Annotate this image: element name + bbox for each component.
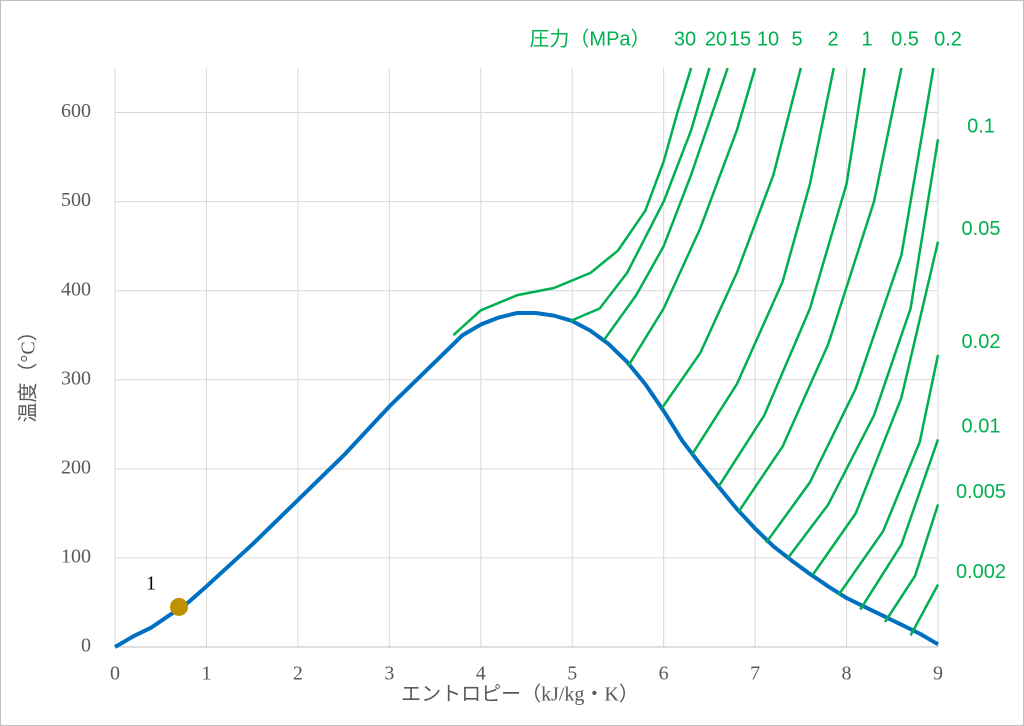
- x-tick-label: 7: [750, 663, 760, 685]
- series-line: [765, 67, 935, 544]
- series-label: 15: [729, 28, 751, 50]
- y-tick-label: 100: [61, 546, 91, 568]
- series-label: 0.02: [962, 331, 1001, 353]
- x-tick-label: 1: [201, 663, 211, 685]
- series-line: [811, 241, 940, 576]
- series-label: 0.5: [891, 28, 919, 50]
- series-label: 5: [791, 28, 802, 50]
- x-tick-label: 5: [567, 663, 577, 685]
- series-line: [717, 67, 867, 488]
- x-tick-label: 0: [110, 663, 120, 685]
- series-line: [859, 439, 940, 611]
- series-line: [452, 67, 693, 337]
- series-label: 0.2: [934, 28, 962, 50]
- x-tick-label: 9: [933, 663, 943, 685]
- point-label: 1: [146, 573, 156, 595]
- x-tick-label: 6: [659, 663, 669, 685]
- series-line: [690, 67, 835, 456]
- series-label: 0.002: [956, 561, 1006, 583]
- series-line: [603, 67, 729, 341]
- series-label: 0.01: [962, 416, 1001, 438]
- series-line: [837, 354, 940, 597]
- series-line: [626, 67, 757, 368]
- series-label: 30: [674, 28, 696, 50]
- series-label: 10: [757, 28, 779, 50]
- y-axis-title: 温度（°C）: [17, 321, 40, 422]
- series-line: [569, 67, 711, 323]
- series-label: 1: [861, 28, 872, 50]
- y-tick-label: 0: [81, 635, 91, 657]
- series-line: [909, 584, 940, 637]
- series-label: 0.05: [962, 218, 1001, 240]
- y-tick-label: 300: [61, 367, 91, 389]
- x-tick-label: 2: [293, 663, 303, 685]
- y-tick-label: 600: [61, 100, 91, 122]
- series-line: [883, 504, 940, 623]
- series-line: [737, 67, 903, 513]
- series-label: 0.005: [956, 481, 1006, 503]
- x-tick-label: 3: [384, 663, 394, 685]
- series-label: 2: [827, 28, 838, 50]
- series-label: 0.1: [967, 116, 995, 138]
- x-axis-title: エントロピー（kJ/kg・K）: [401, 683, 639, 706]
- y-tick-label: 200: [61, 456, 91, 478]
- series-label: 20: [705, 28, 727, 50]
- series-line: [113, 310, 940, 649]
- x-tick-label: 8: [842, 663, 852, 685]
- series-line: [787, 139, 940, 559]
- y-tick-label: 500: [61, 189, 91, 211]
- y-tick-label: 400: [61, 278, 91, 300]
- x-tick-label: 4: [476, 663, 486, 685]
- series-line: [660, 67, 803, 409]
- chart-title: 圧力（MPa）: [529, 27, 650, 50]
- data-point: [170, 597, 189, 616]
